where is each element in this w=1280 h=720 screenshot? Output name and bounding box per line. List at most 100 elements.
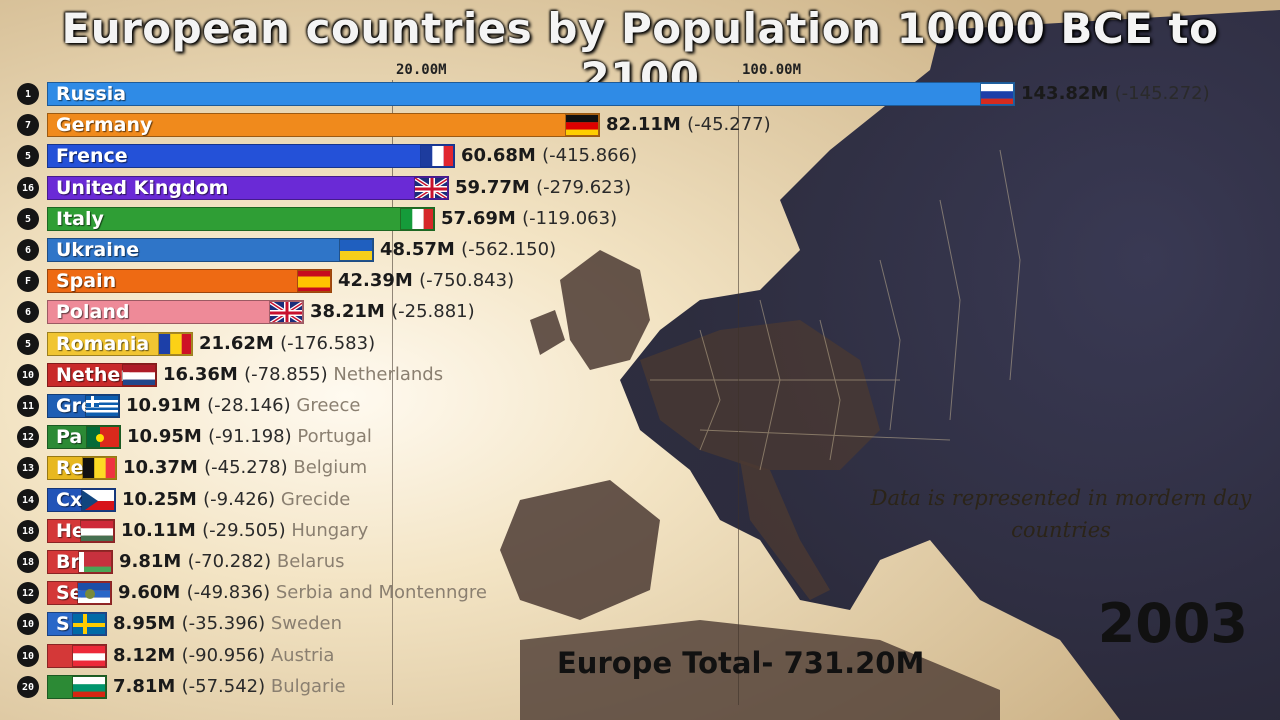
value-number: 7.81M — [113, 676, 182, 697]
value-number: 10.11M — [121, 520, 203, 541]
value-change: (-45.277) — [687, 114, 771, 135]
value-label: 42.39M (-750.843) — [338, 269, 514, 293]
value-number: 16.36M — [163, 364, 245, 385]
rank-badge: 5 — [17, 208, 39, 230]
value-change: (-176.583) — [280, 333, 376, 354]
europe-total: Europe Total- 731.20M — [557, 646, 925, 680]
rank-badge: 5 — [17, 333, 39, 355]
bar-label: He — [56, 520, 85, 542]
flag-icon — [72, 676, 106, 698]
value-number: 48.57M — [380, 239, 462, 260]
flag-icon — [122, 364, 156, 386]
year-label: 2003 — [1097, 592, 1248, 655]
value-change: (-49.836) — [186, 582, 271, 603]
country-name: Grecide — [275, 489, 351, 510]
value-change: (-9.426) — [203, 489, 276, 510]
bar: Poland — [47, 300, 304, 324]
value-label: 10.91M (-28.146) Greece — [126, 394, 360, 418]
bar: Frence — [47, 144, 455, 168]
flag-icon — [269, 301, 303, 323]
rank-badge: 16 — [17, 177, 39, 199]
rank-badge: 10 — [17, 613, 39, 635]
rank-badge: F — [17, 270, 39, 292]
bar-label: Gre — [56, 395, 94, 417]
tick-label: 100.00M — [742, 62, 802, 78]
country-name: Portugal — [291, 426, 372, 447]
value-number: 42.39M — [338, 270, 420, 291]
rank-badge: 12 — [17, 426, 39, 448]
value-change: (-78.855) — [244, 364, 328, 385]
bar: Germany — [47, 113, 600, 137]
bar-label: Cx — [56, 489, 83, 511]
rank-badge: 13 — [17, 457, 39, 479]
flag-icon — [81, 489, 115, 511]
value-number: 8.95M — [113, 613, 182, 634]
value-label: 10.25M (-9.426) Grecide — [122, 488, 350, 512]
flag-icon — [400, 208, 434, 230]
flag-icon — [86, 426, 120, 448]
gridline — [738, 80, 739, 705]
flag-icon — [414, 177, 448, 199]
value-change: (-28.146) — [207, 395, 291, 416]
value-number: 82.11M — [606, 114, 688, 135]
country-name: Austria — [265, 645, 335, 666]
value-change: (-415.866) — [542, 145, 638, 166]
bar-label: Pa — [56, 426, 83, 448]
value-change: (-57.542) — [181, 676, 266, 697]
bar: Spain — [47, 269, 332, 293]
bar-label: Russia — [56, 83, 127, 105]
value-number: 59.77M — [455, 177, 537, 198]
value-number: 10.95M — [127, 426, 209, 447]
value-number: 57.69M — [441, 208, 523, 229]
rank-badge: 12 — [17, 582, 39, 604]
flag-icon — [78, 551, 112, 573]
value-number: 38.21M — [310, 301, 392, 322]
flag-icon — [82, 457, 116, 479]
value-label: 48.57M (-562.150) — [380, 238, 556, 262]
country-name: Hungary — [285, 520, 369, 541]
value-change: (-750.843) — [419, 270, 515, 291]
rank-badge: 20 — [17, 676, 39, 698]
value-label: 8.12M (-90.956) Austria — [113, 644, 334, 668]
value-number: 21.62M — [199, 333, 281, 354]
value-change: (-45.278) — [204, 457, 288, 478]
value-label: 10.95M (-91.198) Portugal — [127, 425, 372, 449]
value-label: 16.36M (-78.855) Netherlands — [163, 363, 443, 387]
country-name: Netherlands — [327, 364, 444, 385]
bar-label: Nether — [56, 364, 130, 386]
bar-label: Spain — [56, 270, 117, 292]
bar: Italy — [47, 207, 435, 231]
rank-badge: 14 — [17, 489, 39, 511]
value-change: (-279.623) — [536, 177, 632, 198]
gridline — [392, 80, 393, 705]
value-label: 10.37M (-45.278) Belgium — [123, 456, 367, 480]
bar-label: Br — [56, 551, 80, 573]
value-label: 82.11M (-45.277) — [606, 113, 771, 137]
value-label: 8.95M (-35.396) Sweden — [113, 612, 342, 636]
value-change: (-35.396) — [181, 613, 266, 634]
flag-icon — [80, 520, 114, 542]
value-number: 10.91M — [126, 395, 208, 416]
value-number: 8.12M — [113, 645, 182, 666]
bar-label: Frence — [56, 145, 128, 167]
chart-note: Data is represented in mordern day count… — [870, 486, 1252, 542]
tick-label: 20.00M — [396, 62, 447, 78]
value-number: 10.37M — [123, 457, 205, 478]
rank-badge: 5 — [17, 145, 39, 167]
value-label: 9.81M (-70.282) Belarus — [119, 550, 345, 574]
country-name: Sweden — [265, 613, 342, 634]
value-label: 21.62M (-176.583) — [199, 332, 375, 356]
flag-icon — [72, 645, 106, 667]
value-change: (-91.198) — [208, 426, 292, 447]
bar-label: United Kingdom — [56, 177, 229, 199]
flag-icon — [77, 582, 111, 604]
rank-badge: 6 — [17, 301, 39, 323]
flag-icon — [420, 145, 454, 167]
value-number: 143.82M — [1021, 83, 1115, 104]
value-change: (-119.063) — [522, 208, 618, 229]
value-label: 7.81M (-57.542) Bulgarie — [113, 675, 346, 699]
bar-label: Ukraine — [56, 239, 140, 261]
value-change: (-29.505) — [202, 520, 286, 541]
